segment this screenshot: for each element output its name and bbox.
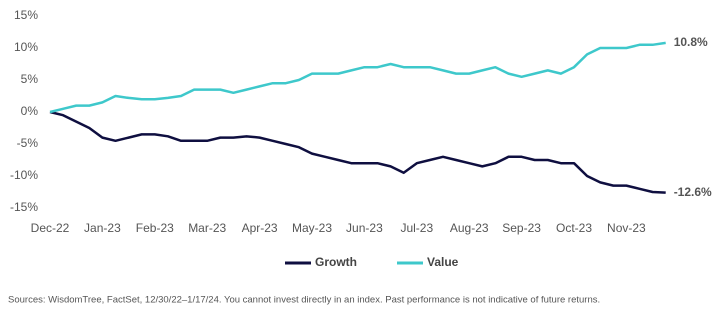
data-label: 10.8% [674,35,708,49]
x-tick-label: Feb-23 [136,221,174,235]
line [49,41,666,114]
x-tick-label: Mar-23 [188,221,226,235]
y-tick-label: -5% [17,136,39,150]
source-note: Sources: WisdomTree, FactSet, 12/30/22–1… [8,295,600,306]
x-tick-label: Sep-23 [502,221,541,235]
x-tick-label: Dec-22 [31,221,70,235]
x-tick-label: May-23 [292,221,332,235]
line [49,110,666,194]
y-tick-label: -15% [10,200,38,214]
y-tick-label: 5% [21,72,39,86]
x-tick-label: Nov-23 [607,221,646,235]
data-label: -12.6% [674,185,712,199]
x-tick-label: Aug-23 [450,221,489,235]
x-tick-label: Jul-23 [400,221,433,235]
y-tick-label: -10% [10,168,38,182]
x-tick-label: Oct-23 [556,221,592,235]
y-tick-label: 10% [14,40,38,54]
x-tick-label: Apr-23 [242,221,278,235]
x-tick-label: Jun-23 [346,221,383,235]
y-tick-label: 0% [21,104,39,118]
x-tick-label: Jan-23 [84,221,121,235]
legend-label: Value [427,255,459,269]
legend-label: Growth [315,255,357,269]
y-tick-label: 15% [14,8,38,22]
